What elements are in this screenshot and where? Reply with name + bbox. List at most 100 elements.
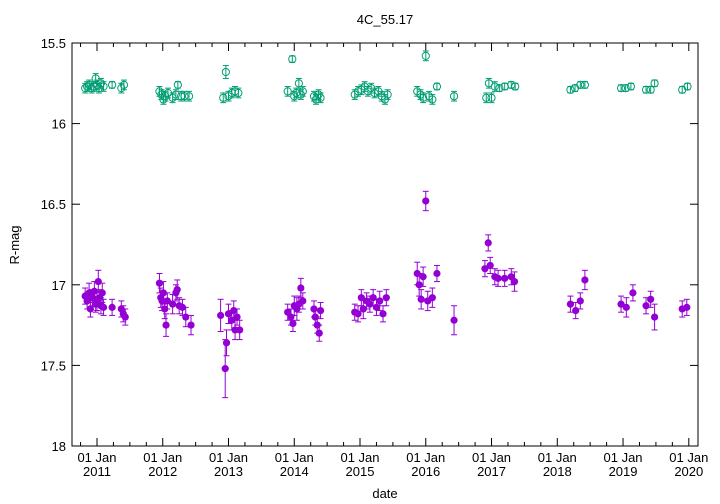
- data-point: [163, 297, 171, 305]
- data-point: [650, 79, 659, 88]
- data-point: [382, 294, 390, 302]
- data-point: [490, 82, 499, 91]
- y-tick-label: 16.5: [41, 197, 66, 212]
- data-point: [622, 303, 630, 311]
- data-point: [566, 85, 575, 94]
- data-point: [428, 95, 437, 104]
- y-axis-label: R-mag: [7, 225, 22, 264]
- x-tick-label: 2019: [609, 464, 638, 479]
- data-point: [162, 321, 170, 329]
- data-point: [234, 88, 243, 98]
- data-point: [236, 326, 244, 334]
- x-tick-label: 01 Jan: [538, 450, 577, 465]
- data-point: [482, 93, 491, 102]
- data-point: [289, 319, 297, 328]
- data-point: [180, 92, 189, 101]
- data-point: [580, 80, 589, 90]
- data-point: [621, 84, 630, 93]
- data-point: [288, 55, 297, 64]
- data-point: [433, 269, 441, 278]
- x-tick-label: 2016: [411, 464, 440, 479]
- data-point: [511, 82, 520, 91]
- data-point: [297, 284, 305, 292]
- data-point: [366, 300, 374, 308]
- data-marks: [81, 50, 692, 399]
- data-point: [421, 51, 430, 60]
- y-tick-label: 15.5: [41, 36, 66, 51]
- chart-title: 4C_55.17: [357, 12, 413, 27]
- data-point: [379, 310, 387, 318]
- data-point: [501, 274, 509, 282]
- series-comparison: [81, 50, 692, 105]
- data-point: [369, 294, 377, 302]
- data-point: [432, 82, 442, 91]
- data-point: [415, 281, 423, 289]
- data-point: [221, 365, 229, 373]
- x-tick-label: 01 Jan: [604, 450, 643, 465]
- data-point: [651, 313, 659, 321]
- x-tick-label: 01 Jan: [275, 450, 314, 465]
- x-tick-label: 01 Jan: [77, 450, 116, 465]
- x-tick-label: 2012: [148, 464, 177, 479]
- data-point: [217, 311, 225, 320]
- data-point: [354, 310, 362, 318]
- y-tick-label: 17: [52, 278, 66, 293]
- data-point: [221, 67, 230, 77]
- data-point: [169, 300, 177, 308]
- data-point: [233, 313, 241, 321]
- data-point: [647, 295, 655, 303]
- data-point: [294, 79, 303, 88]
- data-point: [419, 93, 428, 102]
- x-tick-label: 2015: [346, 464, 375, 479]
- data-point: [376, 297, 384, 305]
- data-point: [683, 303, 691, 311]
- plot-frame: [71, 42, 699, 447]
- data-point: [121, 313, 129, 321]
- x-tick-label: 01 Jan: [340, 450, 379, 465]
- data-point: [94, 277, 102, 286]
- data-point: [298, 87, 307, 96]
- data-point: [626, 82, 636, 91]
- data-point: [642, 302, 650, 310]
- data-point: [646, 85, 655, 94]
- data-point: [86, 305, 95, 313]
- data-point: [182, 313, 190, 321]
- data-point: [683, 82, 692, 91]
- y-tick-label: 18: [52, 439, 66, 454]
- x-tick-label: 01 Jan: [209, 450, 248, 465]
- data-point: [155, 279, 164, 287]
- data-point: [222, 339, 231, 347]
- x-tick-label: 2013: [214, 464, 243, 479]
- data-point: [484, 239, 492, 247]
- data-point: [230, 306, 238, 315]
- x-tick-label: 01 Jan: [472, 450, 511, 465]
- data-point: [449, 92, 459, 101]
- data-point: [576, 297, 584, 305]
- x-tick-label: 01 Jan: [669, 450, 708, 465]
- data-point: [419, 273, 427, 281]
- data-point: [178, 303, 187, 311]
- data-point: [383, 90, 392, 99]
- x-tick-label: 2018: [543, 464, 572, 479]
- data-point: [187, 321, 195, 329]
- data-point: [299, 297, 307, 305]
- data-point: [616, 84, 626, 93]
- data-point: [494, 274, 502, 282]
- y-tick-label: 17.5: [41, 358, 66, 373]
- data-point: [159, 289, 168, 297]
- data-point: [99, 82, 108, 91]
- data-point: [566, 300, 575, 308]
- x-tick-label: 2017: [477, 464, 506, 479]
- data-point: [287, 313, 295, 321]
- data-point: [359, 305, 367, 313]
- data-point: [617, 300, 625, 308]
- data-point: [641, 85, 651, 94]
- data-point: [171, 90, 180, 99]
- data-point: [99, 303, 108, 311]
- data-point: [428, 294, 436, 302]
- data-point: [422, 197, 430, 205]
- data-point: [316, 306, 325, 315]
- x-axis-label: date: [372, 486, 397, 501]
